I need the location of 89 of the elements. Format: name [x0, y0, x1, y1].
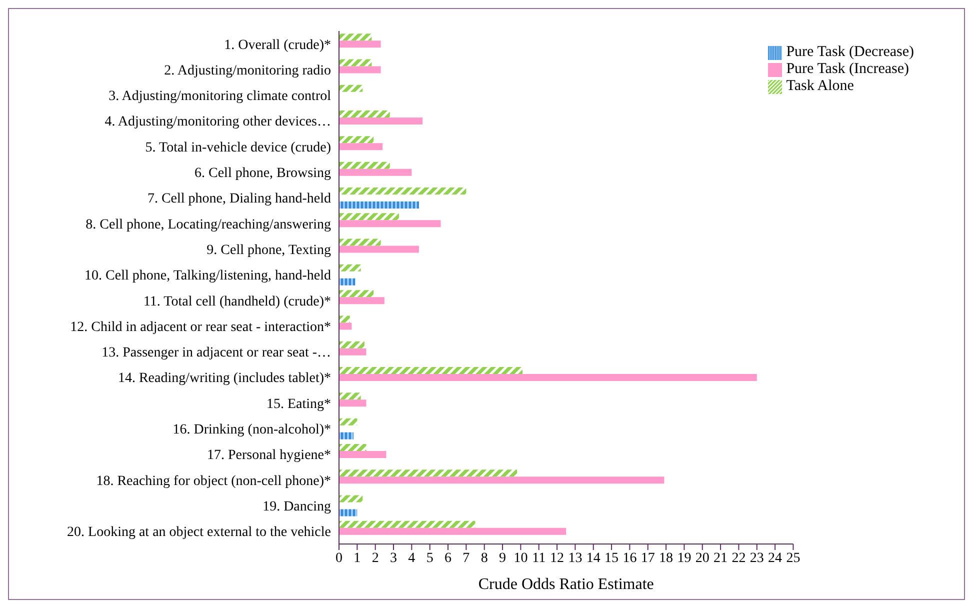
- bar: [339, 392, 361, 400]
- bar: [339, 136, 374, 144]
- bar: [339, 84, 363, 92]
- x-tick-label: 11: [532, 550, 546, 566]
- x-tick-label: 4: [408, 550, 416, 566]
- y-tick-label: 2. Adjusting/monitoring radio: [164, 63, 331, 78]
- bar: [339, 143, 383, 150]
- x-tick-label: 13: [568, 550, 582, 566]
- bar: [339, 59, 372, 66]
- x-tick-label: 6: [444, 550, 452, 566]
- bar: [339, 213, 399, 220]
- y-tick-label: 3. Adjusting/monitoring climate control: [108, 89, 332, 104]
- x-tick-label: 8: [480, 550, 488, 566]
- bar: [339, 432, 354, 440]
- x-tick-label: 7: [462, 550, 470, 566]
- bar: [339, 367, 523, 374]
- bar: [339, 162, 390, 169]
- y-tick-label: 6. Cell phone, Browsing: [194, 166, 331, 182]
- x-tick-label: 3: [390, 550, 398, 566]
- bar: [339, 418, 358, 426]
- x-tick-label: 17: [640, 550, 655, 566]
- y-tick-label: 7. Cell phone, Dialing hand-held: [147, 192, 331, 207]
- x-tick-label: 16: [622, 550, 637, 566]
- x-tick-label: 14: [586, 550, 600, 566]
- x-tick-label: 15: [604, 550, 619, 566]
- y-tick-label: 8. Cell phone, Locating/reaching/answering: [86, 217, 331, 232]
- x-tick-label: 2: [372, 550, 379, 566]
- x-tick-label: 12: [550, 550, 564, 566]
- bar: [339, 495, 363, 502]
- bar: [339, 118, 423, 125]
- bar: [339, 348, 366, 356]
- bar: [339, 341, 364, 348]
- bar: [339, 528, 566, 535]
- y-tick-label: 9. Cell phone, Texting: [206, 242, 331, 258]
- x-tick-label: 0: [336, 550, 342, 566]
- x-tick-label: 18: [659, 550, 674, 566]
- x-tick-label: 1: [354, 550, 361, 566]
- y-tick-label: 17. Personal hygiene*: [206, 448, 331, 464]
- x-tick-label: 20: [695, 550, 710, 566]
- y-tick-label: 16. Drinking (non-alcohol)*: [172, 422, 331, 438]
- y-tick-label: 20. Looking at an object external to the vehicle: [67, 525, 331, 540]
- bar: [339, 322, 352, 330]
- x-tick-label: 10: [514, 550, 528, 566]
- x-tick-label: 9: [499, 550, 506, 566]
- bar: [339, 40, 381, 48]
- bar: [339, 34, 372, 41]
- y-tick-label: 18. Reaching for object (non-cell phone)*: [96, 474, 331, 489]
- bar: [339, 374, 757, 382]
- legend-label: Task Alone: [786, 78, 854, 94]
- y-tick-label: 11. Total cell (handheld) (crude)*: [143, 294, 331, 310]
- bar: [339, 220, 441, 228]
- y-tick-label: 14. Reading/writing (includes tablet)*: [118, 371, 331, 386]
- bar: [339, 110, 390, 118]
- y-tick-label: 10. Cell phone, Talking/listening, hand-held: [84, 268, 331, 284]
- legend-label: Pure Task (Increase): [786, 61, 910, 77]
- bar: [339, 297, 384, 304]
- bar: [339, 290, 374, 298]
- y-tick-label: 15. Eating*: [266, 396, 331, 412]
- bar: [339, 450, 386, 458]
- bar: [339, 470, 518, 477]
- bar: [339, 246, 419, 253]
- bar: [339, 168, 412, 176]
- bar: [339, 476, 664, 484]
- y-tick-label: 1. Overall (crude)*: [224, 38, 331, 53]
- x-tick-label: 24: [768, 550, 782, 566]
- y-tick-label: 12. Child in adjacent or rear seat - interaction*: [70, 320, 331, 335]
- bar: [339, 400, 366, 407]
- bar: [339, 444, 366, 451]
- legend-label: Pure Task (Decrease): [786, 44, 914, 60]
- y-tick-label: 5. Total in-vehicle device (crude): [145, 140, 332, 156]
- x-tick-label: 22: [732, 550, 746, 566]
- y-tick-label: 19. Dancing: [262, 499, 331, 514]
- bar: [339, 316, 350, 323]
- x-tick-label: 25: [786, 550, 800, 566]
- x-tick-label: 5: [426, 550, 434, 566]
- bar: [339, 238, 381, 246]
- x-tick-label: 21: [714, 550, 728, 566]
- bar: [339, 264, 361, 272]
- x-axis-title: Crude Odds Ratio Estimate: [478, 576, 654, 593]
- y-tick-label: 4. Adjusting/monitoring other devices…: [104, 114, 331, 130]
- bar: [339, 278, 356, 286]
- bar: [339, 66, 381, 74]
- bar: [339, 509, 358, 516]
- x-tick-label: 19: [677, 550, 692, 566]
- bar: [339, 201, 419, 208]
- y-tick-label: 13. Passenger in adjacent or rear seat -…: [102, 346, 331, 361]
- bar: [339, 520, 476, 528]
- x-tick-label: 23: [750, 550, 764, 566]
- bar: [339, 187, 466, 194]
